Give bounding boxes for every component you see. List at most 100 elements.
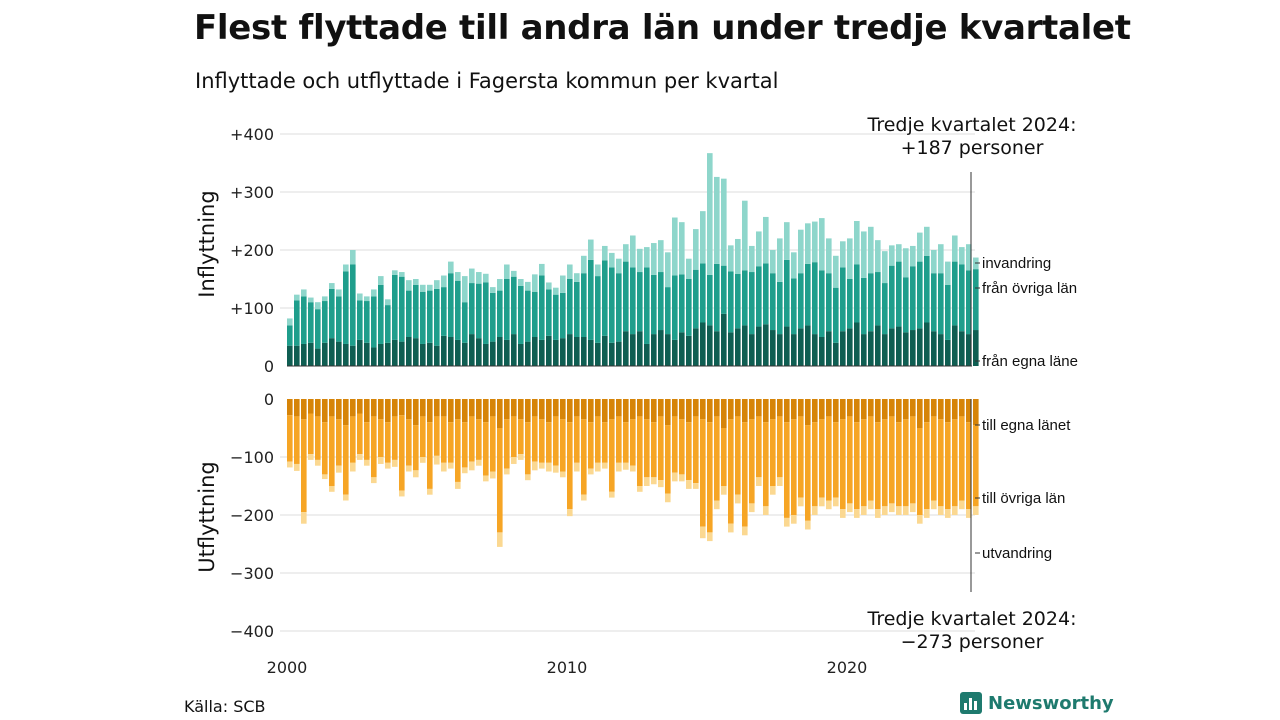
bar-segment	[287, 318, 293, 326]
bar-segment	[644, 477, 650, 486]
bar-segment	[378, 419, 384, 457]
bar-segment	[672, 416, 678, 473]
bar-segment	[840, 509, 846, 518]
bar-segment	[931, 416, 937, 501]
bar-segment	[735, 273, 741, 329]
bar-segment	[294, 300, 300, 346]
bar-segment	[427, 342, 433, 366]
bar-segment	[518, 399, 524, 420]
chart-title: Flest flyttade till andra län under tred…	[194, 8, 1131, 48]
bar-segment	[798, 416, 804, 498]
bar-segment	[777, 281, 783, 335]
bar-segment	[511, 416, 517, 457]
bar-segment	[378, 457, 384, 464]
bar-segment	[462, 302, 468, 343]
bar-segment	[455, 280, 461, 340]
bar-segment	[840, 267, 846, 332]
bar-segment	[385, 305, 391, 343]
bar-segment	[546, 399, 552, 423]
bar-segment	[616, 399, 622, 417]
bar-segment	[511, 334, 517, 366]
bar-segment	[896, 399, 902, 423]
bar-segment	[861, 231, 867, 278]
bar-segment	[455, 272, 461, 281]
bar-segment	[665, 334, 671, 366]
bar-segment	[644, 399, 650, 420]
bar-segment	[693, 328, 699, 366]
bar-segment	[504, 339, 510, 366]
bar-segment	[966, 270, 972, 335]
bar-segment	[329, 416, 335, 486]
bar-segment	[826, 416, 832, 501]
bar-segment	[854, 399, 860, 423]
bar-segment	[896, 326, 902, 366]
source-note: Källa: SCB	[184, 697, 266, 716]
bar-segment	[315, 399, 321, 417]
bar-segment	[350, 399, 356, 417]
bar-segment	[889, 416, 895, 504]
bar-segment	[378, 343, 384, 366]
bar-segment	[483, 273, 489, 283]
bar-segment	[581, 255, 587, 274]
bar-segment	[742, 325, 748, 366]
bar-segment	[392, 339, 398, 366]
bar-segment	[595, 264, 601, 277]
bar-segment	[546, 282, 552, 290]
bar-segment	[924, 255, 930, 323]
bar-segment	[973, 269, 979, 331]
bar-segment	[966, 334, 972, 366]
bar-segment	[910, 245, 916, 267]
bar-segment	[728, 523, 734, 533]
bar-segment	[301, 512, 307, 524]
bar-segment	[882, 283, 888, 335]
bar-segment	[763, 324, 769, 366]
y-tick-label: +400	[230, 125, 274, 144]
bar-segment	[875, 509, 881, 518]
bar-segment	[938, 334, 944, 366]
bar-segment	[847, 503, 853, 513]
bar-segment	[406, 419, 412, 466]
bar-segment	[721, 313, 727, 366]
bar-segment	[749, 272, 755, 335]
bar-segment	[854, 322, 860, 366]
bar-segment	[574, 337, 580, 366]
bar-segment	[602, 399, 608, 423]
bar-segment	[490, 399, 496, 417]
newsworthy-logo: Newsworthy	[960, 692, 1114, 714]
bar-segment	[651, 422, 657, 478]
brand-name: Newsworthy	[988, 692, 1114, 714]
bar-segment	[798, 497, 804, 507]
y-tick-label: −400	[230, 622, 274, 641]
bar-segment	[910, 399, 916, 417]
bar-segment	[966, 399, 972, 423]
bar-segment	[644, 343, 650, 366]
bar-segment	[686, 480, 692, 489]
bar-segment	[798, 229, 804, 274]
bar-segment	[539, 275, 545, 340]
bar-segment	[350, 250, 356, 265]
bar-segment	[483, 399, 489, 423]
bar-segment	[546, 289, 552, 336]
bar-segment	[434, 280, 440, 289]
bar-segment	[392, 399, 398, 417]
bar-segment	[875, 422, 881, 510]
bar-segment	[336, 289, 342, 297]
bar-segment	[357, 339, 363, 366]
bar-segment	[490, 471, 496, 479]
bar-segment	[749, 334, 755, 366]
bar-segment	[322, 422, 328, 475]
bar-segment	[658, 416, 664, 481]
bar-segment	[343, 494, 349, 501]
bar-segment	[294, 294, 300, 301]
bar-segment	[700, 399, 706, 420]
bar-segment	[854, 221, 860, 265]
bar-segment	[805, 425, 811, 521]
bar-segment	[301, 343, 307, 366]
bar-segment	[469, 416, 475, 462]
bar-segment	[868, 226, 874, 274]
bar-segment	[763, 399, 769, 423]
bar-segment	[504, 264, 510, 279]
bar-segment	[518, 419, 524, 455]
bar-segment	[602, 422, 608, 463]
bar-segment	[420, 291, 426, 344]
